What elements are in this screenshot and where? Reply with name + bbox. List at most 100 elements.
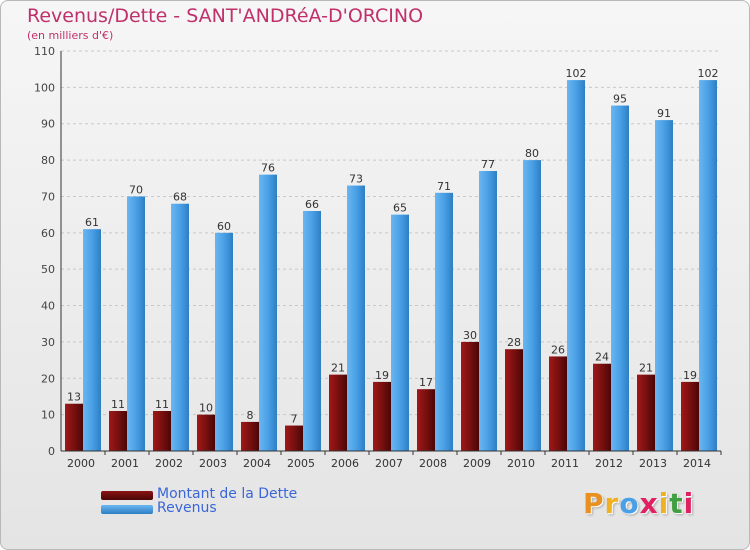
- bar-debt: [153, 411, 171, 451]
- bar-revenue: [699, 80, 717, 451]
- data-label-revenue: 91: [657, 107, 671, 120]
- y-tick-label: 20: [41, 372, 55, 385]
- bar-revenue: [567, 80, 585, 451]
- y-tick-label: 90: [41, 118, 55, 131]
- x-tick-label: 2000: [67, 457, 95, 470]
- y-tick-label: 0: [48, 445, 55, 458]
- legend-label-debt: Montant de la Dette: [157, 486, 298, 502]
- x-tick-label: 2002: [155, 457, 183, 470]
- bar-debt: [197, 414, 215, 451]
- bar-revenue: [479, 171, 497, 451]
- bar-revenue: [83, 229, 101, 451]
- data-label-revenue: 73: [349, 173, 363, 186]
- axes: 0 10 20 30 40 50 60 70 80 90 100 110 2000 2001 2002 200…: [34, 45, 722, 470]
- x-tick-label: 2013: [639, 457, 667, 470]
- data-label-debt: 28: [507, 336, 521, 349]
- data-label-debt: 30: [463, 329, 477, 342]
- bar-revenue: [611, 105, 629, 451]
- legend-label-revenue: Revenus: [157, 500, 217, 516]
- logo-letter: i: [683, 487, 695, 520]
- legend-swatch-debt: [101, 491, 153, 500]
- x-tick-label: 2014: [683, 457, 711, 470]
- x-tick-label: 2005: [287, 457, 315, 470]
- data-label-debt: 8: [247, 409, 254, 422]
- data-label-revenue: 102: [566, 67, 587, 80]
- data-label-debt: 7: [291, 413, 298, 426]
- data-label-revenue: 68: [173, 191, 187, 204]
- logo-letter: P: [583, 487, 605, 520]
- data-label-revenue: 61: [85, 216, 99, 229]
- data-label-revenue: 95: [613, 93, 627, 106]
- logo-letter: i: [658, 487, 670, 520]
- bar-debt: [285, 425, 303, 451]
- bar-debt: [461, 341, 479, 451]
- legend-swatch-revenue: [101, 505, 153, 514]
- x-tick-label: 2009: [463, 457, 491, 470]
- data-label-revenue: 70: [129, 183, 143, 196]
- data-label-debt: 19: [375, 369, 389, 382]
- x-tick-label: 2011: [551, 457, 579, 470]
- bars: [65, 80, 717, 452]
- y-tick-label: 40: [41, 300, 55, 313]
- x-tick-label: 2007: [375, 457, 403, 470]
- bar-debt: [637, 374, 655, 451]
- data-label-revenue: 65: [393, 202, 407, 215]
- bar-revenue: [215, 232, 233, 451]
- x-tick-label: 2004: [243, 457, 271, 470]
- bar-debt: [373, 381, 391, 451]
- bar-debt: [549, 356, 567, 451]
- y-tick-label: 50: [41, 263, 55, 276]
- data-label-revenue: 80: [525, 147, 539, 160]
- y-tick-label: 100: [34, 81, 55, 94]
- bar-revenue: [171, 203, 189, 451]
- y-tick-label: 80: [41, 154, 55, 167]
- bar-revenue: [523, 160, 541, 451]
- logo-letter: t: [669, 487, 684, 520]
- data-label-debt: 11: [155, 398, 169, 411]
- bar-revenue: [347, 185, 365, 451]
- bar-debt: [681, 381, 699, 451]
- chart-subtitle: (en milliers d'€): [27, 29, 114, 42]
- logo-letter: o: [619, 487, 640, 520]
- x-tick-label: 2003: [199, 457, 227, 470]
- x-tick-label: 2006: [331, 457, 359, 470]
- logo-letter: r: [604, 487, 620, 520]
- bar-debt: [109, 411, 127, 451]
- bar-chart: 13 61 11 70 11 68 10 60 8 76 7 66 21 73 19 65 17 71 30 77 28…: [34, 45, 722, 470]
- y-tick-label: 60: [41, 227, 55, 240]
- data-label-debt: 24: [595, 351, 609, 364]
- x-tick-label: 2010: [507, 457, 535, 470]
- logo-letter: x: [639, 487, 659, 520]
- data-label-revenue: 102: [698, 67, 719, 80]
- data-label-debt: 26: [551, 343, 565, 356]
- data-label-debt: 11: [111, 398, 125, 411]
- bar-debt: [241, 421, 259, 451]
- data-label-debt: 19: [683, 369, 697, 382]
- bar-revenue: [127, 196, 145, 451]
- bar-debt: [65, 403, 83, 451]
- data-label-debt: 10: [199, 402, 213, 415]
- data-label-debt: 21: [331, 362, 345, 375]
- data-label-revenue: 66: [305, 198, 319, 211]
- data-labels: 13 61 11 70 11 68 10 60 8 76 7 66 21 73 19 65 17 71 30 77 28…: [67, 67, 719, 425]
- data-label-revenue: 60: [217, 220, 231, 233]
- proxiti-logo: Proxiti: [583, 487, 694, 520]
- y-tick-label: 30: [41, 336, 55, 349]
- bar-revenue: [303, 211, 321, 451]
- data-label-revenue: 71: [437, 180, 451, 193]
- x-tick-label: 2001: [111, 457, 139, 470]
- y-tick-label: 70: [41, 190, 55, 203]
- bar-revenue: [655, 120, 673, 451]
- data-label-debt: 13: [67, 391, 81, 404]
- data-label-debt: 17: [419, 376, 433, 389]
- bar-revenue: [435, 192, 453, 451]
- data-label-debt: 21: [639, 362, 653, 375]
- bar-debt: [417, 389, 435, 451]
- bar-debt: [329, 374, 347, 451]
- data-label-revenue: 76: [261, 162, 275, 175]
- x-tick-label: 2012: [595, 457, 623, 470]
- bar-debt: [505, 349, 523, 451]
- bar-revenue: [391, 214, 409, 451]
- y-tick-label: 10: [41, 409, 55, 422]
